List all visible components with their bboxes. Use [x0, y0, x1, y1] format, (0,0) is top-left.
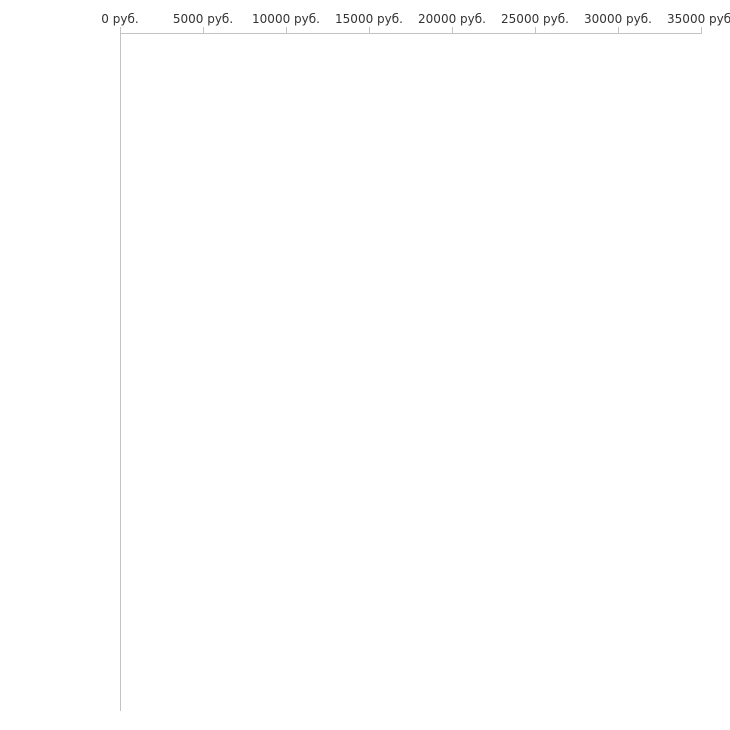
x-tick-label: 35000 руб. [667, 12, 730, 26]
x-tick-label: 30000 руб. [584, 12, 652, 26]
x-tick-label: 25000 руб. [501, 12, 569, 26]
x-tick-label: 15000 руб. [335, 12, 403, 26]
x-axis-line [120, 33, 702, 34]
x-tick-mark [452, 27, 453, 33]
x-tick-mark [701, 27, 702, 33]
x-tick-label: 0 руб. [101, 12, 139, 26]
x-tick-mark [618, 27, 619, 33]
x-tick-mark [203, 27, 204, 33]
x-tick-mark [120, 27, 121, 33]
x-tick-label: 20000 руб. [418, 12, 486, 26]
x-tick-label: 5000 руб. [172, 12, 234, 26]
x-tick-mark [369, 27, 370, 33]
x-tick-mark [535, 27, 536, 33]
x-tick-mark [286, 27, 287, 33]
y-axis-line [120, 33, 121, 711]
x-tick-label: 10000 руб. [252, 12, 320, 26]
